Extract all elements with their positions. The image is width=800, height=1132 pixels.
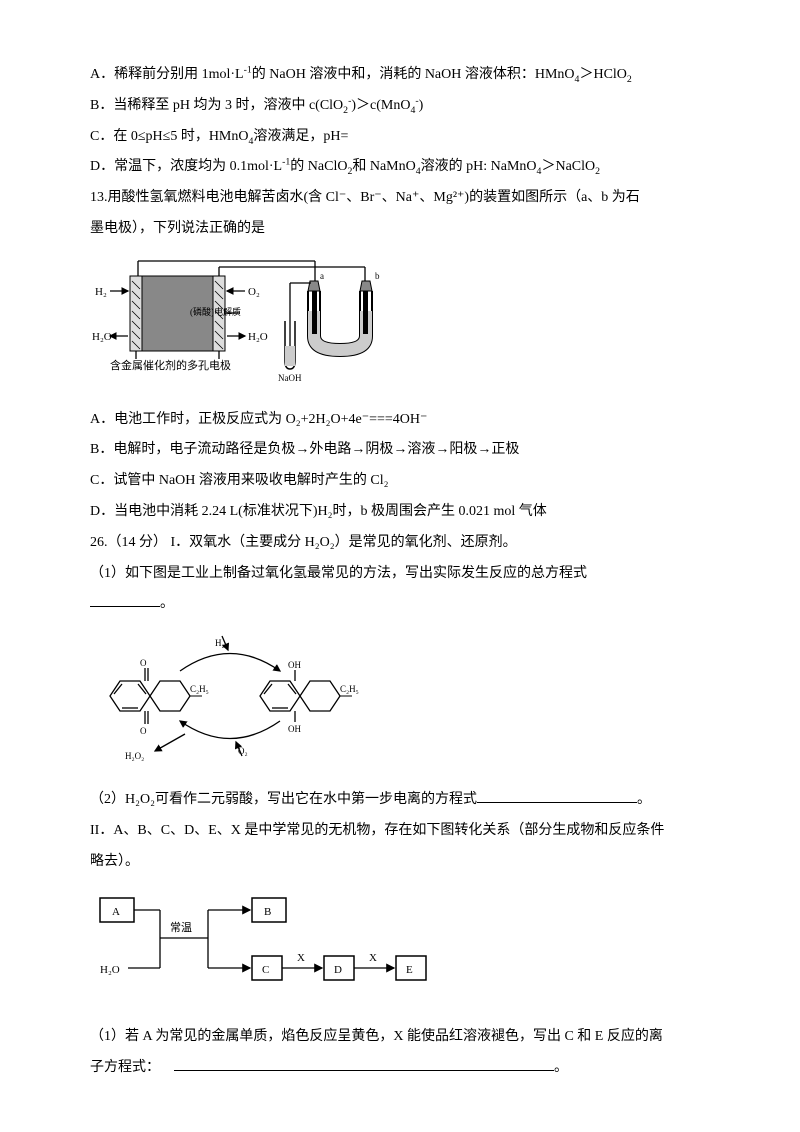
q26-blank-1: 。 [90, 589, 710, 620]
blank-fill[interactable] [174, 1055, 554, 1071]
label-porous: 含金属催化剂的多孔电极 [110, 358, 231, 372]
q12-option-d: D．常温下，浓度均为 0.1mol·L-1的 NaClO2和 NaMnO4溶液的… [90, 152, 710, 183]
text: 子方程式： [90, 1060, 160, 1075]
sub: 2 [627, 74, 632, 85]
label-h2o2: H₂O₂ [125, 751, 144, 761]
label-x2: X [369, 952, 377, 964]
text: 溶液满足，pH= [253, 129, 348, 144]
sup: -1 [244, 64, 252, 75]
q26-head: 26.（14 分） I．双氧水（主要成分 H₂O₂）是常见的氧化剂、还原剂。 [90, 528, 710, 559]
node-a: A [112, 906, 120, 918]
q26-ii-1: II．A、B、C、D、E、X 是中学常见的无机物，存在如下图转化关系（部分生成物… [90, 816, 710, 847]
text: 和 NaMnO [352, 159, 415, 174]
label-h2o: H₂O [100, 964, 120, 976]
node-b: B [264, 906, 271, 918]
sub: 4 [410, 105, 415, 116]
label-h2: H₂ [95, 286, 107, 298]
node-c: C [262, 964, 269, 976]
label-x1: X [297, 952, 305, 964]
text: （2）H₂O₂可看作二元弱酸，写出它在水中第一步电离的方程式 [90, 792, 477, 807]
document-page: A．稀释前分别用 1mol·L-1的 NaOH 溶液中和，消耗的 NaOH 溶液… [0, 0, 800, 1124]
blank-fill[interactable] [90, 591, 160, 607]
text: ) [419, 98, 424, 113]
q26-p1: （1）如下图是工业上制备过氧化氢最常见的方法，写出实际发生反应的总方程式 [90, 559, 710, 590]
text: 溶液的 pH: NaMnO [421, 159, 537, 174]
anthraquinone-diagram: O O C₂H₅ OH OH C₂H₅ H₂ O₂ [90, 626, 710, 779]
label-c2h5-a: C₂H₅ [190, 684, 209, 694]
q13-option-a: A．电池工作时，正极反应式为 O₂+2H₂O+4e⁻===4OH⁻ [90, 405, 710, 436]
text: 。 [637, 792, 651, 807]
label-b: b [375, 271, 380, 281]
q12-option-b: B．当稀释至 pH 均为 3 时，溶液中 c(ClO2-)＞c(MnO4-) [90, 91, 710, 122]
text: 的 NaClO [290, 159, 347, 174]
node-d: D [334, 964, 342, 976]
sub: 2 [595, 166, 600, 177]
q12-option-c: C．在 0≤pH≤5 时，HMnO4溶液满足，pH= [90, 122, 710, 153]
text: B．当稀释至 pH 均为 3 时，溶液中 c(ClO [90, 98, 343, 113]
q26-p2: （2）H₂O₂可看作二元弱酸，写出它在水中第一步电离的方程式 。 [90, 785, 710, 816]
text: ＞HClO [579, 67, 626, 82]
flow-diagram: A H₂O 常温 B C X D X [90, 883, 710, 1016]
node-e: E [406, 964, 413, 976]
label-h2o-l: H₂O [92, 331, 112, 343]
blank-fill[interactable] [477, 787, 637, 803]
label-naoh: NaOH [278, 373, 302, 383]
label-o2: O₂ [248, 286, 260, 298]
text: ＞NaClO [541, 159, 595, 174]
q13-option-c: C．试管中 NaOH 溶液用来吸收电解时产生的 Cl₂ [90, 466, 710, 497]
q12-option-a: A．稀释前分别用 1mol·L-1的 NaOH 溶液中和，消耗的 NaOH 溶液… [90, 60, 710, 91]
q13-option-d: D．当电池中消耗 2.24 L(标准状况下)H₂时，b 极周围会产生 0.021… [90, 497, 710, 528]
label-room: 常温 [170, 921, 192, 934]
q13-stem-1: 13.用酸性氢氧燃料电池电解苦卤水(含 Cl⁻、Br⁻、Na⁺、Mg²⁺)的装置… [90, 183, 710, 214]
text: )＞c(MnO [351, 98, 410, 113]
label-o-bot: O [140, 726, 147, 736]
text: 的 NaOH 溶液中和，消耗的 NaOH 溶液体积：HMnO [252, 67, 575, 82]
fuel-cell-diagram: H₂ H₂O O₂ H₂O (磷酸)电解质 含金属催化剂的多孔电极 [90, 251, 710, 399]
label-electrolyte: (磷酸)电解质 [190, 306, 241, 317]
q26-ii-2: 略去）。 [90, 847, 710, 878]
label-c2h5-b: C₂H₅ [340, 684, 359, 694]
text: D．常温下，浓度均为 0.1mol·L [90, 159, 282, 174]
q26-p3b: 子方程式： 。 [90, 1053, 710, 1084]
q13-stem-2: 墨电极），下列说法正确的是 [90, 214, 710, 245]
q26-p3a: （1）若 A 为常见的金属单质，焰色反应呈黄色，X 能使品红溶液褪色，写出 C … [90, 1022, 710, 1053]
sub: 2 [343, 105, 348, 116]
q13-option-b: B．电解时，电子流动路径是负极→外电路→阴极→溶液→阳极→正极 [90, 435, 710, 466]
text: C．在 0≤pH≤5 时，HMnO [90, 129, 248, 144]
label-o-top: O [140, 658, 147, 668]
label-oh-bot: OH [288, 724, 301, 734]
label-oh-top: OH [288, 660, 301, 670]
label-a: a [320, 271, 324, 281]
label-h2o-r: H₂O [248, 331, 268, 343]
text: 。 [554, 1060, 568, 1075]
text: A．稀释前分别用 1mol·L [90, 67, 244, 82]
